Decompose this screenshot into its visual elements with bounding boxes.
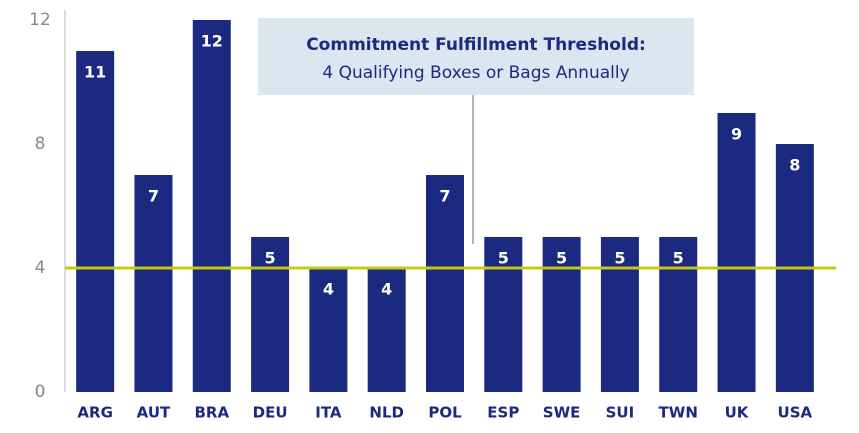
y-tick-label: 0	[35, 382, 46, 402]
value-label: 12	[201, 32, 223, 51]
bar	[484, 237, 523, 392]
value-label: 5	[556, 249, 567, 268]
y-tick-label: 8	[35, 134, 46, 154]
annotation-title: Commitment Fulfillment Threshold:	[306, 35, 646, 55]
annotation-box	[258, 18, 694, 95]
x-tick-label: POL	[428, 404, 462, 422]
x-tick-label: ITA	[315, 404, 342, 422]
bar	[600, 237, 639, 392]
bar	[542, 237, 581, 392]
bars: 11 7 12 5 4 4 7 5 5 5 5 9 8	[76, 20, 814, 392]
bar	[309, 268, 348, 392]
value-label: 5	[498, 249, 509, 268]
x-tick-label: BRA	[194, 404, 229, 422]
bar	[251, 237, 290, 392]
y-tick-label: 12	[29, 10, 51, 30]
x-tick-label: USA	[778, 404, 813, 422]
bar	[76, 51, 115, 392]
value-label: 5	[673, 249, 684, 268]
value-label: 5	[614, 249, 625, 268]
value-label: 7	[439, 187, 450, 206]
x-tick-label: SWE	[543, 404, 581, 422]
bar	[426, 175, 464, 392]
x-tick-label: AUT	[137, 404, 171, 422]
bar	[367, 268, 406, 392]
annotation-text: 4 Qualifying Boxes or Bags Annually	[322, 63, 629, 83]
value-label: 9	[731, 125, 742, 144]
x-tick-label: NLD	[369, 404, 404, 422]
x-tick-label: TWN	[659, 404, 698, 422]
x-tick-label: SUI	[606, 404, 635, 422]
x-tick-label: ARG	[77, 404, 112, 422]
value-label: 7	[148, 187, 159, 206]
y-tick-label: 4	[35, 258, 46, 278]
x-tick-label: ESP	[487, 404, 519, 422]
bar	[659, 237, 698, 392]
bar	[134, 175, 173, 392]
bar	[192, 20, 231, 392]
bar	[717, 113, 756, 392]
value-label: 5	[265, 249, 276, 268]
x-tick-label: UK	[725, 404, 750, 422]
value-label: 8	[789, 156, 800, 175]
value-label: 4	[381, 280, 392, 299]
value-label: 11	[84, 63, 106, 82]
x-tick-label: DEU	[253, 404, 288, 422]
value-label: 4	[323, 280, 334, 299]
